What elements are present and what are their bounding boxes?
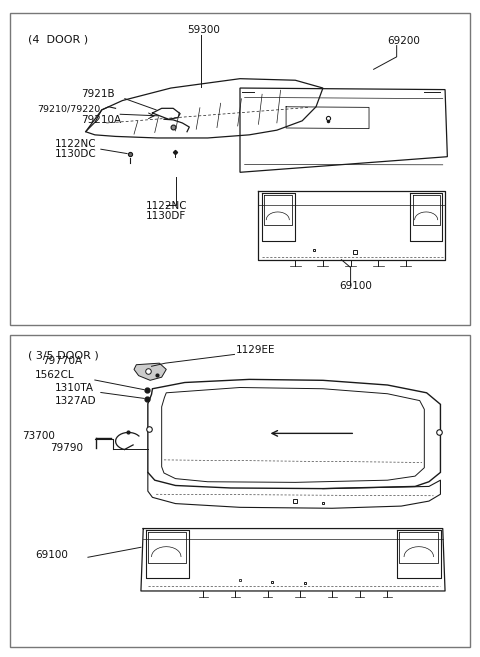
Text: 73700: 73700 (23, 431, 55, 441)
Text: 1130DC: 1130DC (55, 149, 96, 159)
Text: 1562CL: 1562CL (35, 370, 74, 380)
Text: 79210A: 79210A (81, 115, 121, 125)
Text: 79210/79220: 79210/79220 (37, 104, 100, 114)
Polygon shape (134, 363, 166, 380)
Text: 7921B: 7921B (81, 89, 115, 99)
Text: 69200: 69200 (387, 36, 420, 47)
Text: (4  DOOR ): (4 DOOR ) (28, 35, 88, 45)
Text: 1130DF: 1130DF (145, 211, 186, 221)
Text: 59300: 59300 (187, 26, 220, 35)
Text: 1310TA: 1310TA (55, 383, 94, 394)
Text: 79770A: 79770A (42, 356, 82, 366)
Text: ( 3/5 DOOR ): ( 3/5 DOOR ) (28, 351, 99, 361)
Text: 1122NC: 1122NC (145, 201, 187, 211)
Text: 1122NC: 1122NC (55, 139, 96, 149)
Text: 69100: 69100 (339, 281, 372, 291)
Text: 69100: 69100 (35, 550, 68, 560)
Text: 1327AD: 1327AD (55, 396, 96, 406)
Text: 1129EE: 1129EE (235, 345, 275, 355)
Text: 79790: 79790 (50, 443, 83, 453)
